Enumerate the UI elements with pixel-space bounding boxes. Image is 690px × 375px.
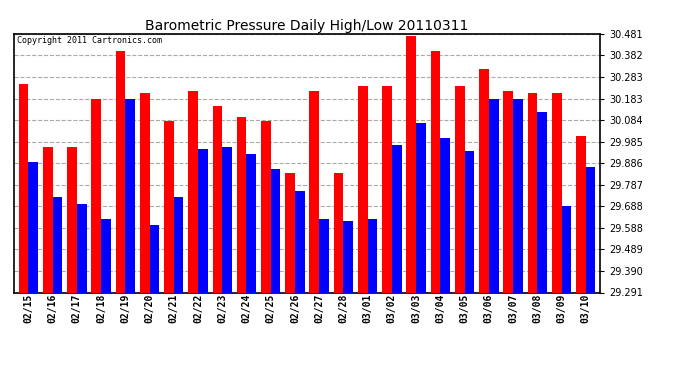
Bar <box>67 147 77 292</box>
Bar <box>334 173 344 292</box>
Title: Barometric Pressure Daily High/Low 20110311: Barometric Pressure Daily High/Low 20110… <box>146 19 469 33</box>
Bar <box>479 69 489 292</box>
Bar <box>28 162 38 292</box>
Bar <box>382 86 392 292</box>
Bar <box>455 86 464 292</box>
Bar <box>586 166 595 292</box>
Bar <box>368 219 377 292</box>
Bar <box>344 221 353 292</box>
Bar <box>174 197 184 292</box>
Bar <box>261 121 270 292</box>
Text: Copyright 2011 Cartronics.com: Copyright 2011 Cartronics.com <box>17 36 161 45</box>
Bar <box>489 99 498 292</box>
Bar <box>140 93 150 292</box>
Bar <box>464 152 474 292</box>
Bar <box>222 147 232 292</box>
Bar <box>77 204 86 292</box>
Bar <box>358 86 368 292</box>
Bar <box>416 123 426 292</box>
Bar <box>270 169 280 292</box>
Bar <box>295 190 304 292</box>
Bar <box>562 206 571 292</box>
Bar <box>310 90 319 292</box>
Bar <box>164 121 174 292</box>
Bar <box>440 138 450 292</box>
Bar <box>150 225 159 292</box>
Bar <box>19 84 28 292</box>
Bar <box>52 197 62 292</box>
Bar <box>116 51 126 292</box>
Bar <box>188 90 198 292</box>
Bar <box>237 117 246 292</box>
Bar <box>504 90 513 292</box>
Bar <box>285 173 295 292</box>
Bar <box>246 153 256 292</box>
Bar <box>528 93 538 292</box>
Bar <box>319 219 329 292</box>
Bar <box>406 36 416 292</box>
Bar <box>392 145 402 292</box>
Bar <box>576 136 586 292</box>
Bar <box>538 112 547 292</box>
Bar <box>431 51 440 292</box>
Bar <box>198 149 208 292</box>
Bar <box>213 106 222 292</box>
Bar <box>91 99 101 292</box>
Bar <box>552 93 562 292</box>
Bar <box>513 99 523 292</box>
Bar <box>126 99 135 292</box>
Bar <box>101 219 110 292</box>
Bar <box>43 147 52 292</box>
